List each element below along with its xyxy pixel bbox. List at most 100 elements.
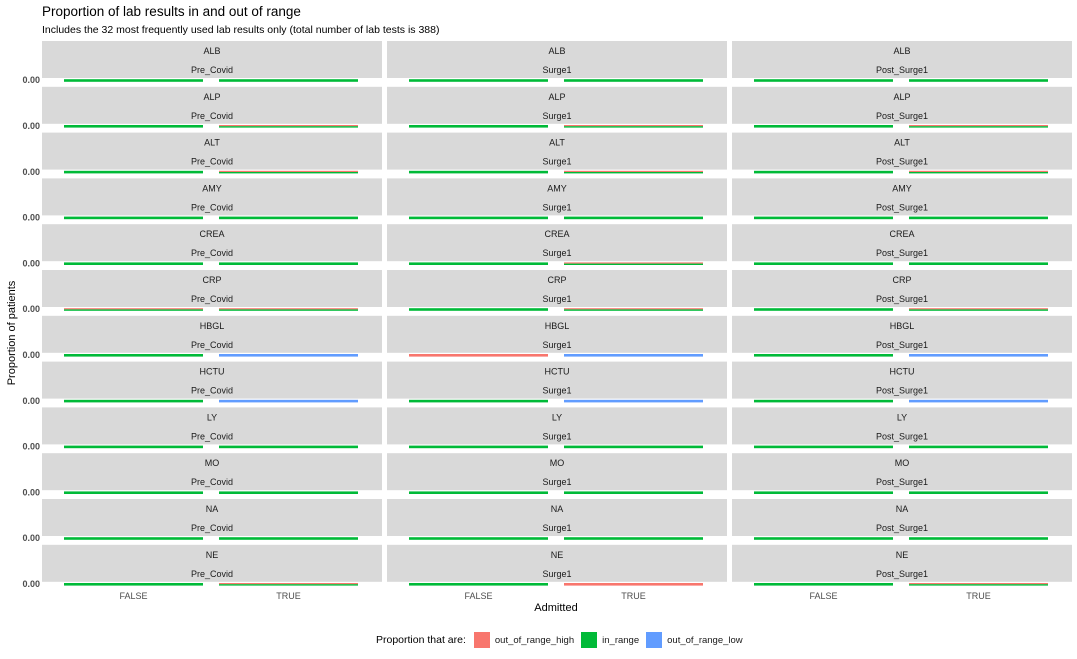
bar-segment-in-range	[754, 125, 893, 128]
facet-strip	[387, 132, 727, 170]
bar-segment-in-range	[564, 309, 703, 311]
x-tick-label: TRUE	[966, 591, 991, 601]
bar-segment-out-of-range-high	[219, 583, 358, 585]
bar-segment-in-range	[564, 445, 703, 449]
bar-segment-in-range	[64, 170, 203, 174]
strip-label-test: AMY	[892, 183, 912, 193]
strip-label-period: Surge1	[542, 111, 571, 121]
bar-segment-in-range	[909, 172, 1048, 174]
facet-strip	[42, 270, 382, 307]
strip-label-period: Surge1	[542, 248, 571, 258]
y-tick-label: 0.00	[22, 121, 40, 131]
facet-strip	[387, 453, 727, 491]
bar-segment-in-range	[64, 583, 203, 586]
bar-segment-in-range	[64, 262, 203, 265]
bar-segment-out-of-range-high	[909, 170, 1048, 172]
strip-label-period: Pre_Covid	[191, 477, 233, 487]
bar-segment-in-range	[219, 216, 358, 220]
bar-segment-out-of-range-high	[564, 262, 703, 264]
strip-label-period: Pre_Covid	[191, 111, 233, 121]
facet-strip	[42, 315, 382, 353]
legend-entry-out-of-range-low: out_of_range_low	[646, 632, 743, 648]
facet-strip	[42, 86, 382, 124]
strip-label-test: HBGL	[200, 321, 225, 331]
y-tick-label: 0.00	[22, 304, 40, 314]
strip-label-test: CREA	[199, 229, 224, 239]
strip-label-test: ALP	[548, 92, 565, 102]
x-tick-label: TRUE	[276, 591, 301, 601]
strip-label-period: Pre_Covid	[191, 431, 233, 441]
legend-title: Proportion that are:	[376, 634, 466, 646]
bar-segment-out-of-range-low	[219, 399, 358, 403]
strip-label-period: Pre_Covid	[191, 202, 233, 212]
bar-segment-in-range	[219, 445, 358, 449]
legend-key-in-range	[581, 632, 598, 648]
bar-segment-in-range	[219, 172, 358, 174]
strip-label-period: Pre_Covid	[191, 386, 233, 396]
bar-segment-out-of-range-high	[564, 583, 703, 586]
bar-segment-out-of-range-low	[219, 354, 358, 357]
strip-label-test: AMY	[547, 183, 567, 193]
facet-strip	[387, 86, 727, 124]
bar-segment-in-range	[409, 537, 548, 540]
strip-label-test: NA	[551, 504, 564, 514]
bar-segment-out-of-range-high	[564, 170, 703, 172]
bar-segment-out-of-range-high	[219, 308, 358, 310]
strip-label-test: ALT	[549, 138, 565, 148]
bar-segment-out-of-range-high	[409, 354, 548, 357]
legend-entry-out-of-range-high: out_of_range_high	[473, 632, 574, 648]
strip-label-period: Post_Surge1	[876, 431, 928, 441]
strip-label-test: MO	[895, 458, 910, 468]
y-tick-label: 0.00	[22, 350, 40, 360]
bar-segment-in-range	[909, 309, 1048, 311]
strip-label-period: Post_Surge1	[876, 65, 928, 75]
facet-strip	[387, 315, 727, 353]
chart-title: Proportion of lab results in and out of …	[42, 4, 301, 19]
facet-strip	[387, 407, 727, 445]
strip-label-period: Pre_Covid	[191, 157, 233, 167]
strip-label-test: HCTU	[890, 367, 915, 377]
bar-segment-out-of-range-low	[909, 354, 1048, 357]
strip-label-test: ALB	[203, 46, 220, 56]
bar-segment-in-range	[219, 126, 358, 128]
strip-label-period: Pre_Covid	[191, 294, 233, 304]
bar-segment-in-range	[409, 491, 548, 494]
bar-segment-in-range	[219, 584, 358, 586]
bar-segment-out-of-range-high	[564, 308, 703, 310]
strip-label-period: Surge1	[542, 569, 571, 579]
strip-label-period: Surge1	[542, 477, 571, 487]
strip-label-period: Surge1	[542, 294, 571, 304]
strip-label-period: Pre_Covid	[191, 65, 233, 75]
bar-segment-out-of-range-high	[564, 125, 703, 127]
strip-label-period: Pre_Covid	[191, 248, 233, 258]
strip-label-period: Post_Surge1	[876, 294, 928, 304]
bar-segment-in-range	[64, 216, 203, 220]
bar-segment-in-range	[64, 309, 203, 311]
x-tick-label: TRUE	[621, 591, 646, 601]
bar-segment-out-of-range-high	[64, 308, 203, 310]
facet-strip	[387, 224, 727, 262]
bar-segment-in-range	[64, 125, 203, 128]
x-tick-label: FALSE	[809, 591, 837, 601]
bar-segment-out-of-range-high	[219, 125, 358, 127]
strip-label-period: Post_Surge1	[876, 477, 928, 487]
facet-strip	[732, 132, 1072, 170]
strip-label-test: ALB	[548, 46, 565, 56]
y-tick-label: 0.00	[22, 579, 40, 589]
facet-strip	[42, 453, 382, 491]
bar-segment-in-range	[909, 79, 1048, 82]
facet-strip	[42, 499, 382, 536]
facet-strip	[387, 41, 727, 78]
bar-segment-in-range	[564, 126, 703, 128]
strip-label-test: MO	[550, 458, 565, 468]
facet-strip	[42, 178, 382, 216]
bar-segment-in-range	[909, 126, 1048, 128]
facet-strip	[732, 224, 1072, 262]
bar-segment-in-range	[754, 308, 893, 311]
bar-segment-in-range	[909, 537, 1048, 540]
x-tick-label: FALSE	[464, 591, 492, 601]
bar-segment-in-range	[754, 399, 893, 403]
bar-segment-in-range	[564, 491, 703, 494]
strip-label-test: CRP	[202, 275, 221, 285]
strip-label-test: ALP	[893, 92, 910, 102]
